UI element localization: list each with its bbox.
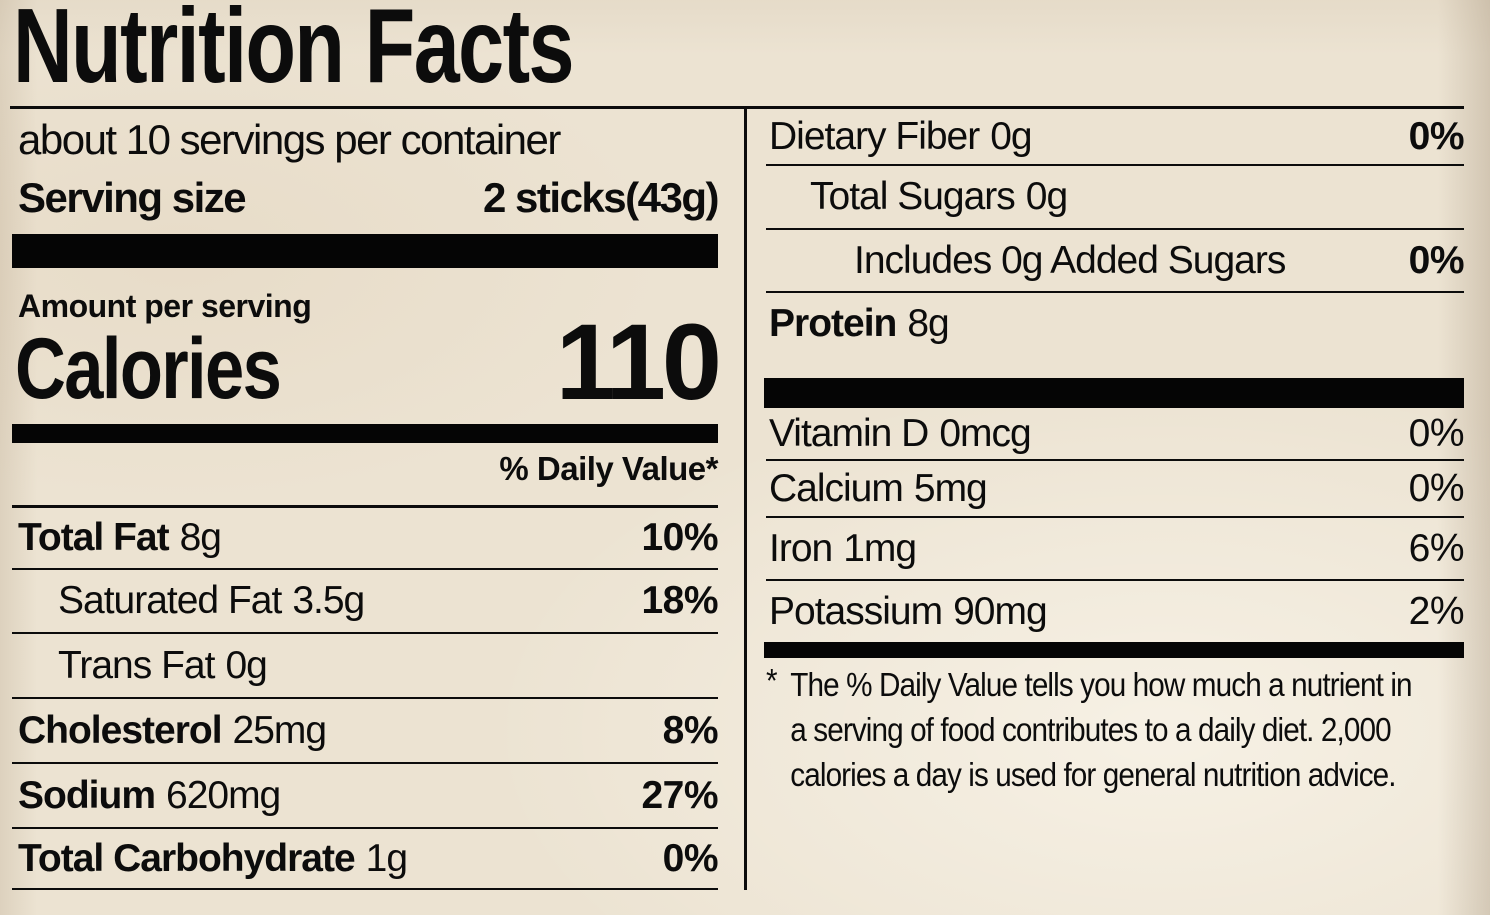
calories-label: Calories <box>15 321 282 417</box>
nutrient-name: Protein <box>769 302 897 345</box>
nutrient-amount: 620mg <box>166 773 281 817</box>
nutrient-name-amount: Trans Fat 0g <box>58 643 268 688</box>
footnote: * The % Daily Value tells you how much a… <box>766 662 1464 797</box>
serving-size-row: Serving size 2 sticks(43g) <box>18 174 719 222</box>
vitamin-dv: 0% <box>1408 411 1465 455</box>
nutrient-row-cholesterol: Cholesterol 25mg 8% <box>12 699 719 764</box>
nutrient-name-amount: Total Carbohydrate 1g <box>18 836 408 881</box>
serving-size-label: Serving size <box>18 174 247 221</box>
nutrient-name: Total Fat <box>18 515 170 559</box>
nutrient-name-amount: Sodium 620mg <box>18 773 281 818</box>
nutrient-row-protein: Protein 8g <box>766 293 1464 355</box>
calories-under-bar <box>12 424 718 443</box>
nutrient-name: Cholesterol <box>18 708 223 752</box>
servings-per-container: about 10 servings per container <box>18 116 561 163</box>
nutrient-name: Saturated Fat <box>58 579 282 622</box>
vitamin-dv: 0% <box>1408 466 1465 510</box>
footnote-text: The % Daily Value tells you how much a n… <box>790 662 1463 797</box>
footnote-line: calories a day is used for general nutri… <box>790 756 1396 793</box>
nutrient-name-amount: Saturated Fat 3.5g <box>58 579 365 623</box>
nutrient-amount: 8g <box>907 302 949 345</box>
nutrient-amount: 8g <box>179 515 222 559</box>
nutrient-name-amount: Protein 8g <box>769 302 950 346</box>
vitamin-name-amount: Iron 1mg <box>769 526 917 571</box>
nutrient-name: Includes 0g Added Sugars <box>854 238 1286 282</box>
nutrient-name: Total Carbohydrate <box>18 836 356 880</box>
vitamin-row-vitamin-d: Vitamin D 0mcg 0% <box>766 408 1465 461</box>
nutrient-dv: 10% <box>641 515 718 559</box>
footnote-line: a serving of food contributes to a daily… <box>790 711 1391 748</box>
nutrient-dv: 0% <box>1408 238 1465 282</box>
nutrient-row-saturated-fat: Saturated Fat 3.5g 18% <box>12 570 718 634</box>
vitamin-row-calcium: Calcium 5mg 0% <box>766 461 1465 518</box>
section-bar-thick <box>12 234 718 268</box>
nutrient-name: Trans Fat <box>58 643 215 687</box>
nutrient-dv: 27% <box>641 773 718 817</box>
vitamin-row-iron: Iron 1mg 6% <box>766 518 1465 581</box>
nutrient-dv: 0% <box>1408 114 1465 158</box>
nutrient-name: Total Sugars <box>810 175 1016 218</box>
amount-per-serving-label: Amount per serving <box>18 288 312 324</box>
vitamin-amount: 5mg <box>913 466 988 510</box>
footnote-asterisk: * <box>766 662 778 699</box>
nutrient-name-amount: Cholesterol 25mg <box>18 708 328 753</box>
column-divider <box>744 107 747 890</box>
nutrient-amount: 3.5g <box>292 579 365 622</box>
daily-value-rule <box>12 505 718 508</box>
vitamin-name-amount: Calcium 5mg <box>769 466 988 511</box>
label-title: Nutrition Facts <box>13 0 575 105</box>
nutrient-name-amount: Total Fat 8g <box>18 515 222 560</box>
nutrient-amount: 0g <box>1025 175 1068 218</box>
nutrient-dv: 8% <box>662 708 719 752</box>
header-rule <box>10 106 1464 109</box>
nutrient-amount: 1g <box>365 836 408 880</box>
nutrient-name: Dietary Fiber <box>769 114 980 158</box>
serving-size-value: 2 sticks(43g) <box>483 174 719 221</box>
nutrient-row-dietary-fiber: Dietary Fiber 0g 0% <box>766 109 1465 166</box>
protein-under-bar <box>764 378 1464 408</box>
vitamin-name: Iron <box>769 526 833 570</box>
nutrient-amount: 25mg <box>232 708 328 752</box>
nutrient-row-total-fat: Total Fat 8g 10% <box>12 507 718 570</box>
nutrient-row-trans-fat: Trans Fat 0g <box>12 634 718 699</box>
vitamin-amount: 0mcg <box>939 411 1031 455</box>
vitamin-amount: 90mg <box>953 589 1048 633</box>
daily-value-header: % Daily Value* <box>499 450 718 487</box>
nutrient-dv: 18% <box>641 579 718 622</box>
vitamin-name-amount: Potassium 90mg <box>769 589 1048 634</box>
vitamin-name-amount: Vitamin D 0mcg <box>769 411 1032 456</box>
nutrient-amount: 0g <box>990 114 1032 158</box>
nutrient-row-total-sugars: Total Sugars 0g <box>766 166 1464 230</box>
vitamin-row-potassium: Potassium 90mg 2% <box>766 581 1465 642</box>
vitamin-name: Vitamin D <box>769 411 929 455</box>
vitamin-amount: 1mg <box>843 526 917 570</box>
nutrient-row-added-sugars: Includes 0g Added Sugars 0% <box>766 230 1465 293</box>
vitamins-under-bar <box>764 642 1464 658</box>
calories-value: 110 <box>555 301 722 422</box>
vitamin-name: Calcium <box>769 466 904 510</box>
nutrient-dv: 0% <box>662 836 719 880</box>
vitamin-dv: 2% <box>1408 589 1465 633</box>
nutrient-name: Sodium <box>18 773 156 817</box>
footnote-line: The % Daily Value tells you how much a n… <box>790 666 1412 703</box>
nutrient-row-sodium: Sodium 620mg 27% <box>12 764 718 829</box>
vitamin-dv: 6% <box>1408 526 1465 570</box>
nutrient-amount: 0g <box>225 643 267 687</box>
vitamin-name: Potassium <box>769 589 943 633</box>
nutrient-name-amount: Dietary Fiber 0g <box>769 114 1033 159</box>
nutrient-name-amount: Total Sugars 0g <box>810 175 1068 219</box>
nutrient-row-total-carbohydrate: Total Carbohydrate 1g 0% <box>12 829 719 890</box>
